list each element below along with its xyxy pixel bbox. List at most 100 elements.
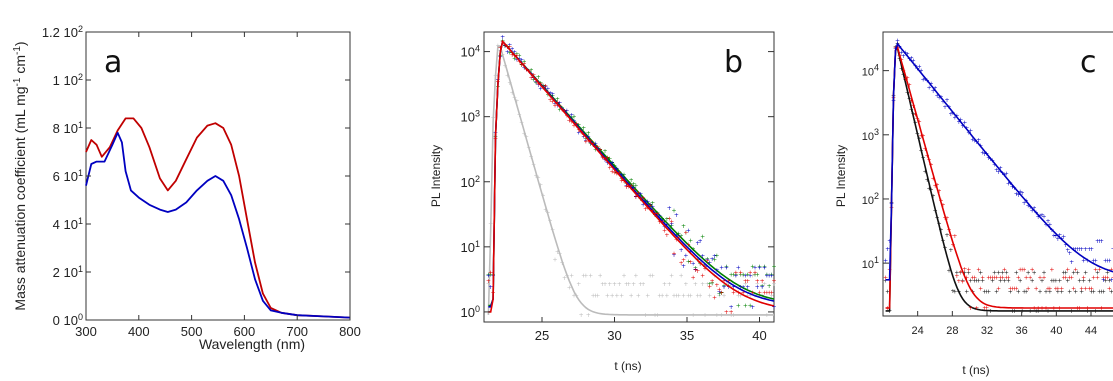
panelc-series-1-point: +: [964, 274, 969, 281]
panelb-series-1-point: +: [567, 118, 572, 125]
panelb-series-2-point: +: [669, 221, 674, 228]
panelb-series-0-point: +: [586, 312, 591, 319]
panelc-series-0-point: +: [990, 277, 995, 284]
panelb-series-3-point: +: [750, 289, 755, 296]
panelc-series-1-point: +: [1004, 274, 1009, 281]
panelc-series-0-point: +: [1081, 277, 1086, 284]
panelb-series-2-point: +: [555, 103, 560, 110]
panelc-series-1-point: +: [1008, 286, 1013, 293]
panelb-series-0-point: +: [688, 292, 693, 299]
panelc-series-0-point: +: [1065, 277, 1070, 284]
panelc-series-2-point: +: [948, 111, 953, 118]
panelc-series-0-point: +: [986, 289, 991, 296]
panelb-series-0-point: +: [522, 131, 527, 138]
panelb-series-3-point: +: [738, 270, 743, 277]
panelb-series-1-point: +: [748, 303, 753, 310]
panelb-series-0-point: +: [741, 273, 746, 280]
panelb-series-3-point: +: [712, 295, 717, 302]
panelc-series-1-point: +: [1010, 286, 1015, 293]
panelb-series-2-point: +: [681, 263, 686, 270]
panelb-series-1-point: +: [702, 262, 707, 269]
panelb-series-0-point: +: [505, 73, 510, 80]
panelb-series-1-point: +: [676, 230, 681, 237]
panelb-series-1-point: +: [588, 141, 593, 148]
panelc-series-1-point: +: [1045, 286, 1050, 293]
panelb-series-0-point: +: [762, 281, 767, 288]
panelb-series-2-point: +: [693, 266, 698, 273]
panelb-series-3-point: +: [767, 289, 772, 296]
panelb-series-2-point: +: [505, 49, 510, 56]
panelc-series-0-point: +: [1057, 277, 1062, 284]
panelc-series-0-point: +: [948, 247, 953, 254]
panelc-series-2-point: +: [1051, 232, 1056, 239]
panelb-series-1-point: +: [752, 272, 757, 279]
panelb-series-1-point: +: [602, 148, 607, 155]
panelc-series-1-point: +: [954, 273, 959, 280]
panel-a-ticks: 300 400 500 600 700 800 0 100 2 101 4 101 6 101 8 …: [42, 24, 361, 339]
panelb-series-0-point: +: [674, 292, 679, 299]
panelb-series-1-point: +: [633, 183, 638, 190]
panelb-series-3-point: +: [612, 170, 617, 177]
panelb-series-1-point: +: [729, 272, 734, 279]
panelc-series-1-point: +: [996, 286, 1001, 293]
panelb-series-2-point: +: [719, 265, 724, 272]
panelb-series-3-point: +: [755, 278, 760, 285]
panelb-series-1-point: +: [743, 303, 748, 310]
panelc-series-1-point: +: [940, 202, 945, 209]
panelb-series-2-point: +: [567, 118, 572, 125]
panelc-series-0-point: +: [1016, 289, 1021, 296]
panelc-x-tick-label: 32: [981, 325, 993, 337]
panelb-series-3-point: +: [671, 251, 676, 258]
panelb-series-0-point: +: [648, 273, 653, 280]
panelb-series-3-point: +: [650, 207, 655, 214]
panelb-y-tick-label: 103: [461, 109, 480, 125]
panelb-series-2-point: +: [691, 260, 696, 267]
panelc-series-1-point: +: [1041, 274, 1046, 281]
panelb-series-1-point: +: [517, 53, 522, 60]
panelc-series-0-point: +: [1079, 289, 1084, 296]
panelb-series-0-point: +: [681, 292, 686, 299]
panelb-series-2-point: +: [533, 78, 538, 85]
panelb-series-0-point: +: [588, 273, 593, 280]
panelb-series-2-point: +: [610, 160, 615, 167]
panelb-series-3-point: +: [769, 289, 774, 296]
panelc-series-2-point: +: [992, 162, 997, 169]
panelc-series-0-point: +: [1037, 289, 1042, 296]
panelb-y-tick-label: 100: [461, 304, 480, 320]
panelc-series-0-point: +: [976, 277, 981, 284]
panelb-series-2-point: +: [576, 130, 581, 137]
panelc-series-1-point: +: [1020, 266, 1025, 273]
panelc-series-2-point: +: [1043, 221, 1048, 228]
panelb-series-1-point: +: [536, 74, 541, 81]
panelc-series-2-point: +: [1097, 238, 1102, 245]
panelb-series-1-point: +: [531, 77, 536, 84]
panelc-series-2-point: +: [1065, 247, 1070, 254]
panelb-series-2-point: +: [738, 284, 743, 291]
panelb-series-1-point: +: [771, 263, 776, 270]
panelb-series-0-point: +: [600, 281, 605, 288]
panelc-series-2-point: +: [952, 114, 957, 121]
panelc-series-2-point: +: [1091, 258, 1096, 265]
panelb-series-0-point: +: [533, 173, 538, 180]
panelc-series-1-point: +: [974, 305, 979, 312]
panelc-series-1-point: +: [1000, 274, 1005, 281]
panelb-series-1-point: +: [686, 259, 691, 266]
panelc-series-1-point: +: [998, 274, 1003, 281]
panelc-series-1-point: +: [1071, 286, 1076, 293]
panelb-series-0-point: +: [562, 275, 567, 282]
panelb-series-1-point: +: [502, 43, 507, 50]
panelb-series-3-point: +: [514, 53, 519, 60]
panelc-series-0-point: +: [1006, 277, 1011, 284]
panelb-series-0-point: +: [710, 281, 715, 288]
panelb-series-1-point: +: [488, 272, 493, 279]
panelb-series-3-point: +: [726, 278, 731, 285]
panelc-series-2-point: +: [1063, 242, 1068, 249]
panelc-series-1-point: +: [1097, 266, 1102, 273]
panelb-series-0-point: +: [662, 281, 667, 288]
panelc-series-2-point: +: [940, 99, 945, 106]
panelb-series-0-point: +: [543, 207, 548, 214]
panelc-series-1-point: +: [1006, 274, 1011, 281]
panelb-series-3-point: +: [548, 97, 553, 104]
panelc-series-2-point: +: [962, 120, 967, 127]
panelc-series-2-point: +: [883, 258, 888, 265]
